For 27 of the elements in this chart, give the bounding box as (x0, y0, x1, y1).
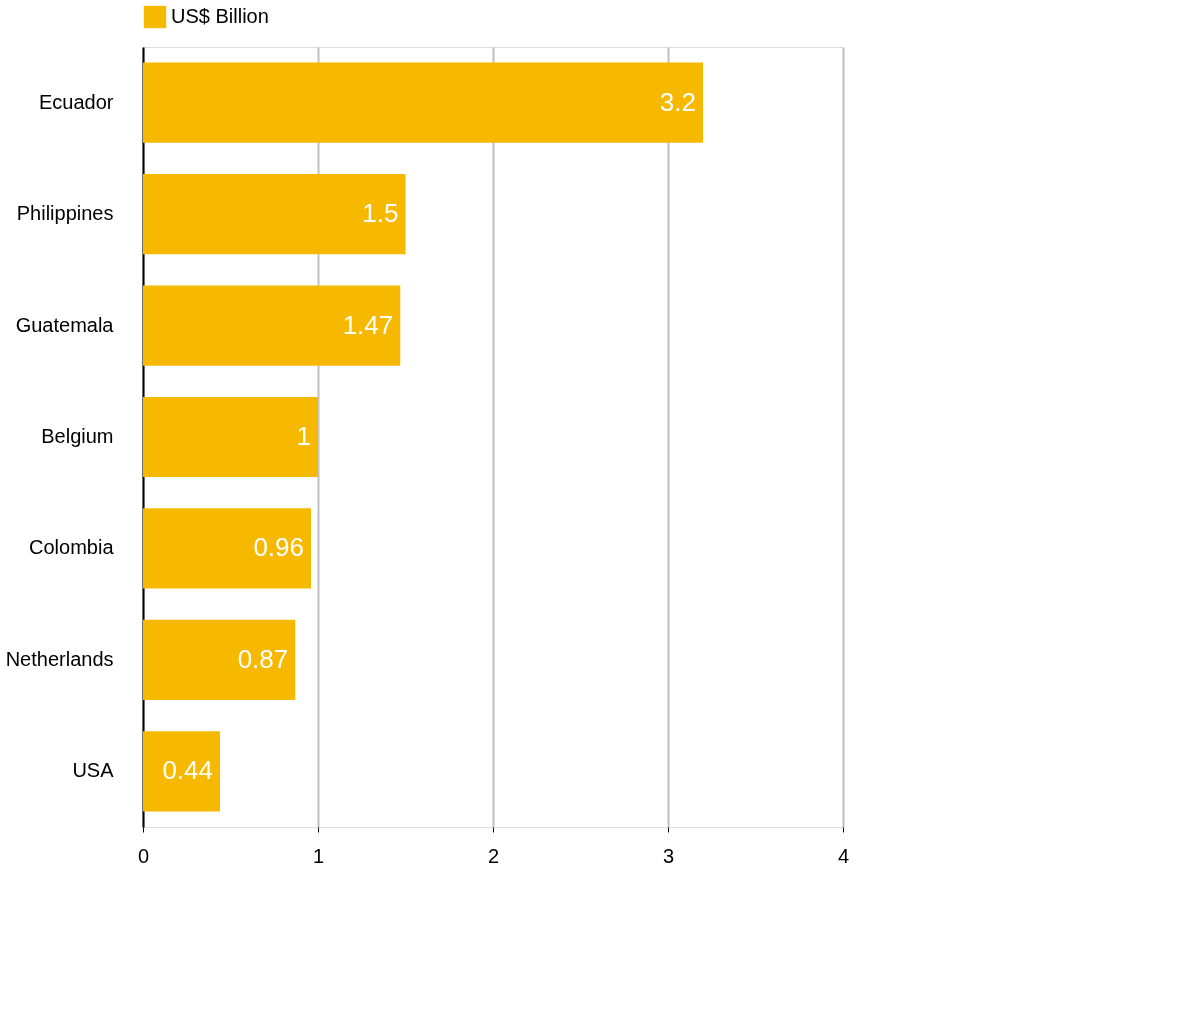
legend-label: US$ Billion (171, 5, 269, 27)
y-tick-label: Netherlands (5, 647, 114, 670)
bar (143, 174, 406, 255)
data-label: 1.5 (362, 198, 399, 229)
x-tick-label: 4 (837, 844, 850, 867)
bar (143, 396, 318, 478)
x-tick-label: 1 (312, 844, 325, 867)
y-tick-label: Colombia (29, 536, 115, 559)
y-tick-label: USA (72, 759, 115, 782)
data-label: 0.44 (162, 755, 213, 786)
data-label: 3.2 (659, 86, 696, 117)
y-tick-label: Philippines (16, 202, 114, 225)
y-tick-label: Guatemala (15, 313, 115, 336)
bar (143, 731, 220, 812)
data-label: 0.87 (237, 643, 289, 674)
bar (143, 619, 296, 700)
data-label: 1 (296, 421, 311, 451)
y-tick-label: Belgium (41, 425, 114, 447)
x-tick-label: 0 (137, 844, 150, 867)
bar (143, 285, 401, 366)
data-label: 1.47 (342, 309, 394, 340)
bar (143, 62, 703, 143)
data-label: 0.96 (253, 532, 304, 563)
y-tick-label: Ecuador (39, 90, 114, 113)
bar (143, 508, 311, 589)
x-tick-label: 2 (487, 844, 500, 867)
x-tick-label: 3 (662, 844, 675, 867)
